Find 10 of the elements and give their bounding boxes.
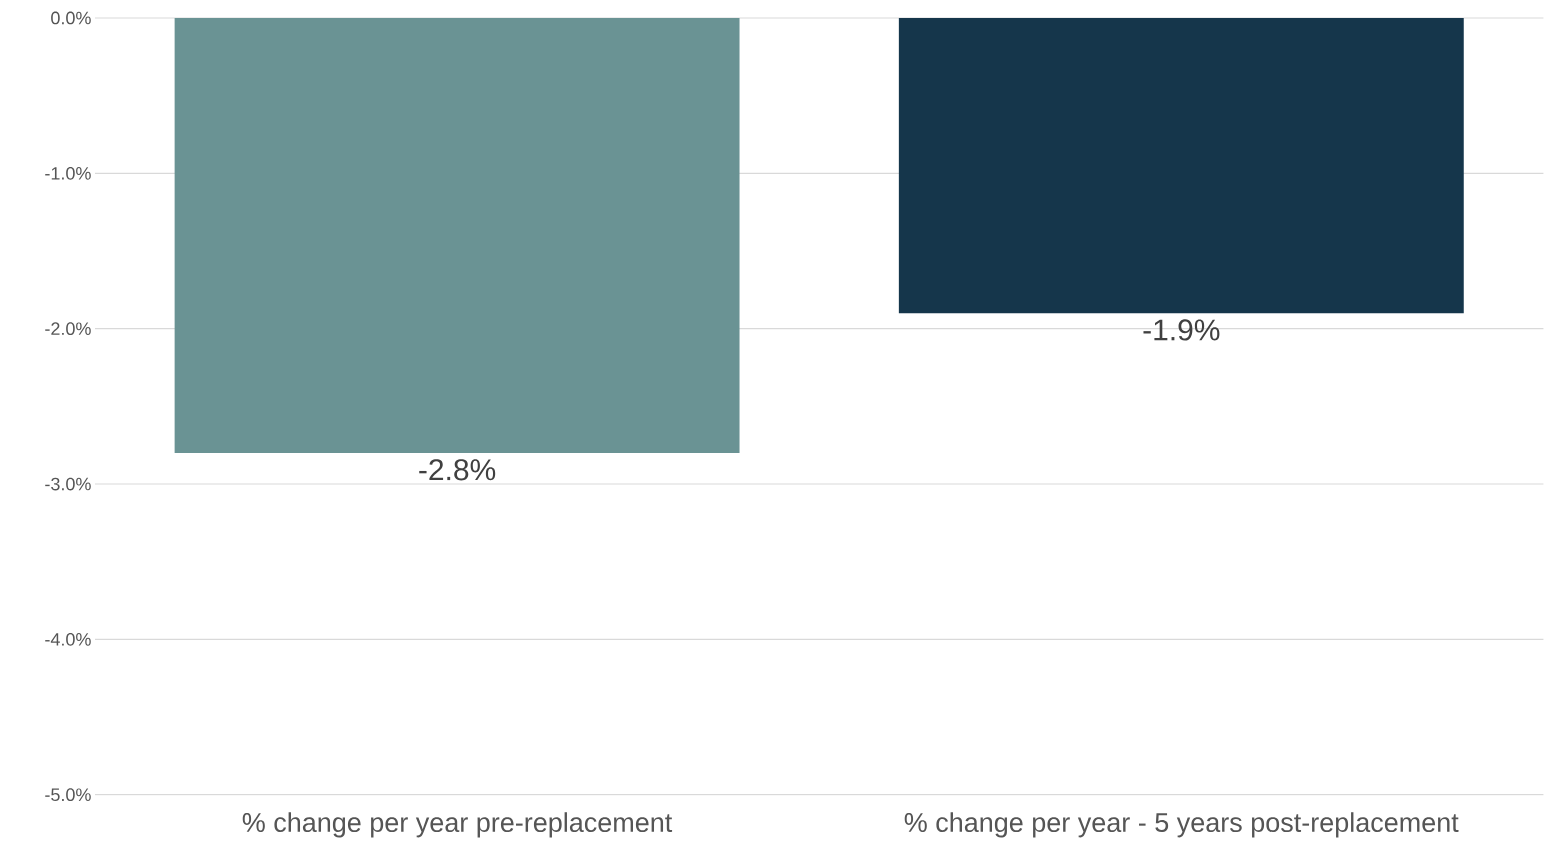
data-label: -2.8% [419,459,496,481]
y-tick-label: -5.0% [45,788,91,802]
y-tick-label: -2.0% [45,322,91,336]
y-tick-label: -1.0% [45,167,91,180]
x-tick-label: % change per year - 5 years post-replacement [904,812,1459,838]
data-label: -1.9% [1143,319,1220,341]
x-tick-label: % change per year pre-replacement [242,812,673,838]
y-tick-label: -3.0% [45,477,91,491]
y-tick-label: -4.0% [45,633,91,646]
y-tick-label: 0.0% [51,11,91,25]
